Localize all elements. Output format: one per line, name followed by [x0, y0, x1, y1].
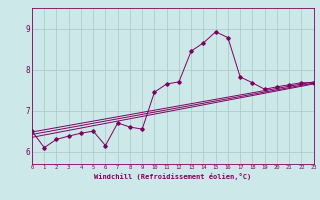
X-axis label: Windchill (Refroidissement éolien,°C): Windchill (Refroidissement éolien,°C)	[94, 173, 252, 180]
